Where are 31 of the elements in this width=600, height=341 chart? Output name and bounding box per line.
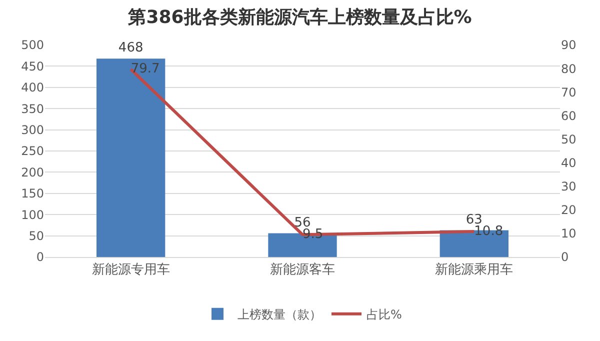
data-label: 79.7 [130, 62, 160, 77]
y2-tick-label: 0 [561, 250, 569, 264]
y-tick-label: 500 [21, 38, 44, 52]
y-tick-label: 150 [21, 186, 44, 201]
y2-tick-label: 30 [561, 180, 576, 194]
y2-tick-label: 90 [561, 38, 576, 52]
legend-label: 占比% [366, 308, 402, 322]
x-tick-label: 新能源乘用车 [435, 262, 514, 278]
bar [96, 58, 166, 257]
y2-tick-label: 60 [561, 108, 576, 123]
x-tick-label: 新能源客车 [270, 262, 335, 278]
y2-tick-label: 50 [561, 132, 576, 146]
y-tick-label: 50 [28, 229, 44, 243]
y2-tick-label: 20 [561, 203, 576, 218]
y-tick-label: 0 [36, 250, 44, 264]
y2-tick-label: 80 [561, 62, 576, 76]
y2-tick-label: 70 [561, 85, 576, 100]
y2-tick-label: 10 [561, 226, 576, 241]
data-label: 468 [118, 40, 144, 56]
y-tick-label: 400 [21, 80, 44, 95]
y-tick-label: 250 [21, 144, 44, 158]
y-tick-label: 100 [21, 208, 44, 222]
data-label: 9.5 [302, 226, 324, 242]
y-tick-label: 350 [21, 102, 44, 116]
y-tick-label: 300 [21, 123, 44, 137]
y-tick-label: 200 [21, 165, 44, 180]
legend-label: 上榜数量（款） [238, 308, 322, 322]
y-tick-label: 450 [21, 59, 44, 74]
x-tick-label: 新能源专用车 [92, 262, 170, 278]
chart-title: 第386批各类新能源汽车上榜数量及占比% [127, 6, 472, 28]
y2-tick-label: 40 [561, 156, 576, 170]
